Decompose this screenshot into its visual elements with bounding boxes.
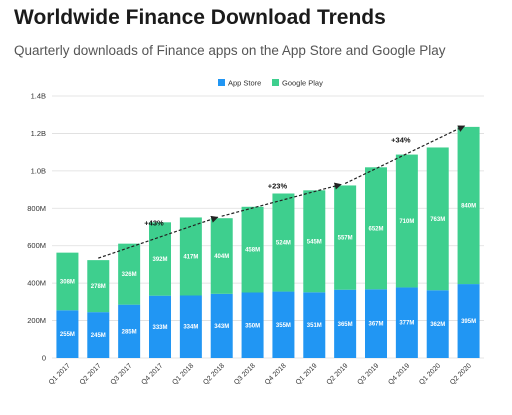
bar-google-play xyxy=(272,193,295,292)
bar-google-play xyxy=(426,147,449,291)
bar-app-store xyxy=(210,293,233,358)
bar-app-store xyxy=(334,289,357,358)
y-tick-label: 600M xyxy=(27,241,46,250)
legend-label: Google Play xyxy=(282,79,323,88)
x-tick-label: Q2 2017 xyxy=(79,362,103,386)
data-label: 351M xyxy=(307,323,322,329)
data-label: 652M xyxy=(368,226,383,232)
y-tick-label: 400M xyxy=(27,279,46,288)
bar-app-store xyxy=(365,289,387,358)
legend-label: App Store xyxy=(228,79,261,88)
data-label: 417M xyxy=(183,254,198,260)
bar-google-play xyxy=(118,243,141,305)
x-axis: Q1 2017 Q2 2017 Q3 2017 Q4 2017 Q1 2018 Q2 20… xyxy=(48,362,473,386)
chart-title: Worldwide Finance Download Trends xyxy=(14,6,386,29)
data-label: 763M xyxy=(430,217,445,223)
growth-arrow xyxy=(344,125,466,184)
data-label: 524M xyxy=(276,241,291,247)
bar-google-play xyxy=(365,167,387,290)
x-tick-label: Q1 2017 xyxy=(48,362,72,386)
bar-app-store xyxy=(457,284,480,358)
bar-app-store xyxy=(87,312,110,358)
growth-label: +43% xyxy=(144,219,164,228)
bar-google-play xyxy=(334,185,357,290)
chart-subtitle: Quarterly downloads of Finance apps on t… xyxy=(14,43,446,58)
data-label: 308M xyxy=(60,279,75,285)
bar-app-store xyxy=(118,304,141,358)
bar-google-play xyxy=(210,218,233,294)
data-label: 334M xyxy=(183,325,198,331)
bar-google-play xyxy=(457,126,480,285)
bar-app-store xyxy=(272,291,295,358)
data-label: 404M xyxy=(214,254,229,260)
data-label: 285M xyxy=(122,329,137,335)
growth-label: +23% xyxy=(268,181,288,190)
x-tick-label: Q2 2020 xyxy=(449,362,473,386)
x-tick-label: Q4 2019 xyxy=(387,362,411,386)
y-tick-label: 1.4B xyxy=(31,92,46,101)
x-tick-label: Q3 2018 xyxy=(233,362,257,386)
y-tick-label: 0 xyxy=(42,354,46,363)
growth-label: +34% xyxy=(391,136,411,145)
x-tick-label: Q4 2017 xyxy=(140,362,164,386)
growth-arrow xyxy=(98,215,219,259)
y-tick-label: 1.2B xyxy=(31,129,46,138)
bar-app-store xyxy=(179,295,202,358)
bar-google-play xyxy=(87,260,110,313)
growth-arrow xyxy=(221,182,342,217)
x-tick-label: Q4 2018 xyxy=(264,362,288,386)
y-tick-label: 800M xyxy=(27,204,46,213)
x-tick-label: Q2 2019 xyxy=(326,362,350,386)
bar-google-play xyxy=(395,154,418,288)
x-tick-label: Q1 2020 xyxy=(418,362,442,386)
data-label: 840M xyxy=(461,203,476,209)
bar-app-store xyxy=(426,290,449,358)
x-tick-label: Q1 2019 xyxy=(295,362,319,386)
x-tick-label: Q1 2018 xyxy=(171,362,195,386)
data-label: 278M xyxy=(91,284,106,290)
bar-google-play xyxy=(149,222,171,296)
bar-app-store xyxy=(241,292,264,358)
data-label: 255M xyxy=(60,332,75,338)
y-tick-label: 200M xyxy=(27,316,46,325)
bar-app-store xyxy=(303,292,326,358)
data-label: 458M xyxy=(245,248,260,254)
data-label: 545M xyxy=(307,239,322,245)
x-tick-label: Q3 2017 xyxy=(110,362,134,386)
data-label: 245M xyxy=(91,333,106,339)
legend: App Store Google Play xyxy=(218,79,323,88)
data-label: 395M xyxy=(461,319,476,325)
legend-swatch xyxy=(272,79,279,86)
bar-app-store xyxy=(149,295,171,358)
bars: 255M 308M 245M 278M 285M 326M 333M 392M 334M 417M… xyxy=(56,126,480,358)
data-label: 333M xyxy=(152,325,167,331)
bar-app-store xyxy=(395,287,418,358)
data-label: 377M xyxy=(399,321,414,327)
bar-google-play xyxy=(179,217,202,296)
data-label: 362M xyxy=(430,322,445,328)
data-label: 392M xyxy=(152,257,167,263)
bar-app-store xyxy=(56,310,79,358)
bar-google-play xyxy=(303,190,326,293)
data-label: 367M xyxy=(368,322,383,328)
x-tick-label: Q3 2019 xyxy=(356,362,380,386)
data-label: 343M xyxy=(214,324,229,330)
data-label: 326M xyxy=(122,272,137,278)
data-label: 350M xyxy=(245,323,260,329)
data-label: 557M xyxy=(338,236,353,242)
data-label: 365M xyxy=(338,322,353,328)
data-label: 710M xyxy=(399,219,414,225)
growth-annotations: +43% +23% +34% xyxy=(98,125,466,259)
legend-swatch xyxy=(218,79,225,86)
data-label: 355M xyxy=(276,323,291,329)
bar-google-play xyxy=(241,206,264,293)
y-tick-label: 1.0B xyxy=(31,166,46,175)
bar-google-play xyxy=(56,252,79,311)
x-tick-label: Q2 2018 xyxy=(202,362,226,386)
